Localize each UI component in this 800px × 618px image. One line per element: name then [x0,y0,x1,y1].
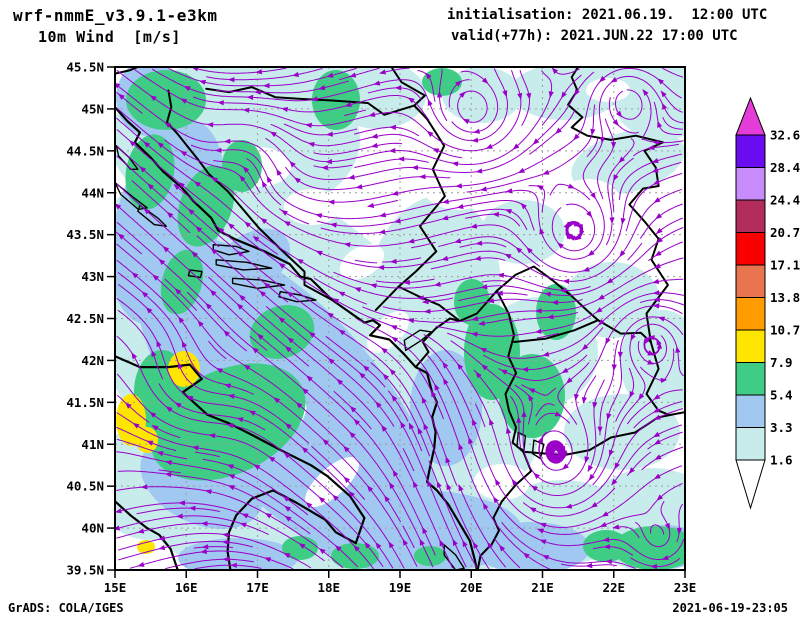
x-tick-label: 23E [674,580,697,595]
y-tick-label: 44N [81,185,104,200]
y-tick-label: 42.5N [66,311,104,326]
x-tick-label: 21E [531,580,554,595]
x-tick-label: 15E [104,580,127,595]
valid-time-label: valid(+77h): 2021.JUN.22 17:00 UTC [451,28,738,44]
y-tick-label: 41N [81,437,104,452]
creation-timestamp: 2021-06-19-23:05 [672,601,788,615]
colorbar-label: 1.6 [770,453,793,468]
x-tick-label: 22E [602,580,625,595]
colorbar-label: 7.9 [770,355,793,370]
x-tick-label: 19E [389,580,412,595]
colorbar-label: 17.1 [770,258,800,273]
x-tick-label: 16E [175,580,198,595]
x-tick-label: 20E [460,580,483,595]
y-tick-label: 44.5N [66,143,104,158]
model-title: wrf-nmmE_v3.9.1-e3km [13,6,218,25]
y-tick-label: 41.5N [66,395,104,410]
y-tick-label: 39.5N [66,563,104,578]
y-tick-label: 40N [81,521,104,536]
colorbar: 1.6 3.3 5.4 7.9 10.7 13.8 17.1 20.7 24.4 28.4 32.6 [735,96,800,510]
colorbar-label: 5.4 [770,388,793,403]
x-tick-label: 17E [246,580,269,595]
colorbar-label: 28.4 [770,160,800,175]
colorbar-label: 13.8 [770,290,800,305]
y-tick-label: 43N [81,269,104,284]
colorbar-label: 20.7 [770,225,800,240]
colorbar-label: 24.4 [770,193,800,208]
grads-credit: GrADS: COLA/IGES [8,601,124,615]
y-tick-label: 45.5N [66,60,104,75]
y-tick-label: 43.5N [66,227,104,242]
colorbar-label: 32.6 [770,128,800,143]
init-time-label: initialisation: 2021.06.19. 12:00 UTC [447,7,768,23]
colorbar-label: 3.3 [770,420,793,435]
y-tick-label: 42N [81,353,104,368]
axes: 45.5N 45N 44.5N 44N 43.5N 43N 42.5N 42N 41.5N 41N… [66,60,696,596]
colorbar-label: 10.7 [770,323,800,338]
wind-streamlines [115,67,685,570]
x-tick-label: 18E [317,580,340,595]
variable-title: 10m Wind [m/s] [38,28,181,46]
graticule [115,67,685,570]
y-tick-label: 45N [81,101,104,116]
y-tick-label: 40.5N [66,479,104,494]
